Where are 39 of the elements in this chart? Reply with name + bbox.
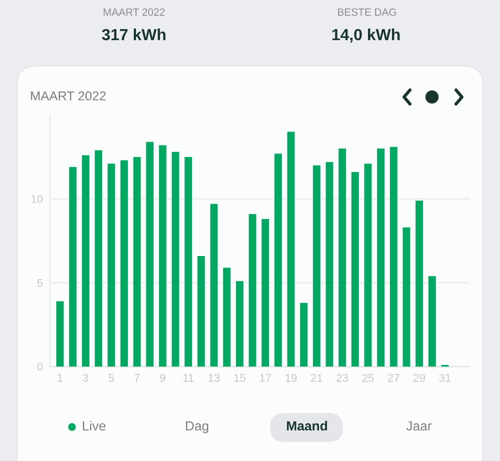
bar: [351, 172, 359, 367]
bar: [56, 301, 64, 367]
bar: [108, 164, 116, 367]
bar: [158, 145, 166, 367]
bar: [94, 150, 102, 367]
bar: [287, 132, 295, 367]
bar: [184, 156, 192, 367]
bar: [416, 200, 424, 367]
text: Dag: [186, 421, 208, 434]
bar: [274, 154, 282, 367]
bar: [120, 160, 128, 367]
bar: [300, 302, 308, 367]
bar: [390, 146, 398, 367]
text: Maand: [286, 420, 328, 431]
bar: [223, 268, 231, 367]
bar: [146, 142, 154, 367]
text: 317 kWh: [102, 28, 166, 40]
bar: [69, 167, 77, 367]
text: MAART 2022: [104, 8, 165, 16]
chart-title: MAART 2022: [31, 91, 106, 100]
bar: [377, 148, 385, 367]
bar: [236, 281, 244, 367]
bar: [172, 152, 180, 367]
bar: [210, 204, 218, 367]
bar: [364, 164, 372, 367]
bar: [428, 276, 436, 367]
bar: [338, 148, 346, 367]
bar: [326, 162, 334, 367]
bar: [197, 256, 205, 367]
text: Jaar: [406, 421, 432, 431]
bar: [82, 155, 90, 367]
bar: [402, 227, 410, 367]
text: 14,0 kWh: [332, 28, 400, 43]
bar: [133, 156, 141, 367]
bar: [262, 219, 270, 367]
bar: [248, 214, 256, 367]
bar: [312, 165, 320, 367]
text: BESTE DAG: [338, 8, 396, 16]
text: Live: [82, 420, 106, 431]
